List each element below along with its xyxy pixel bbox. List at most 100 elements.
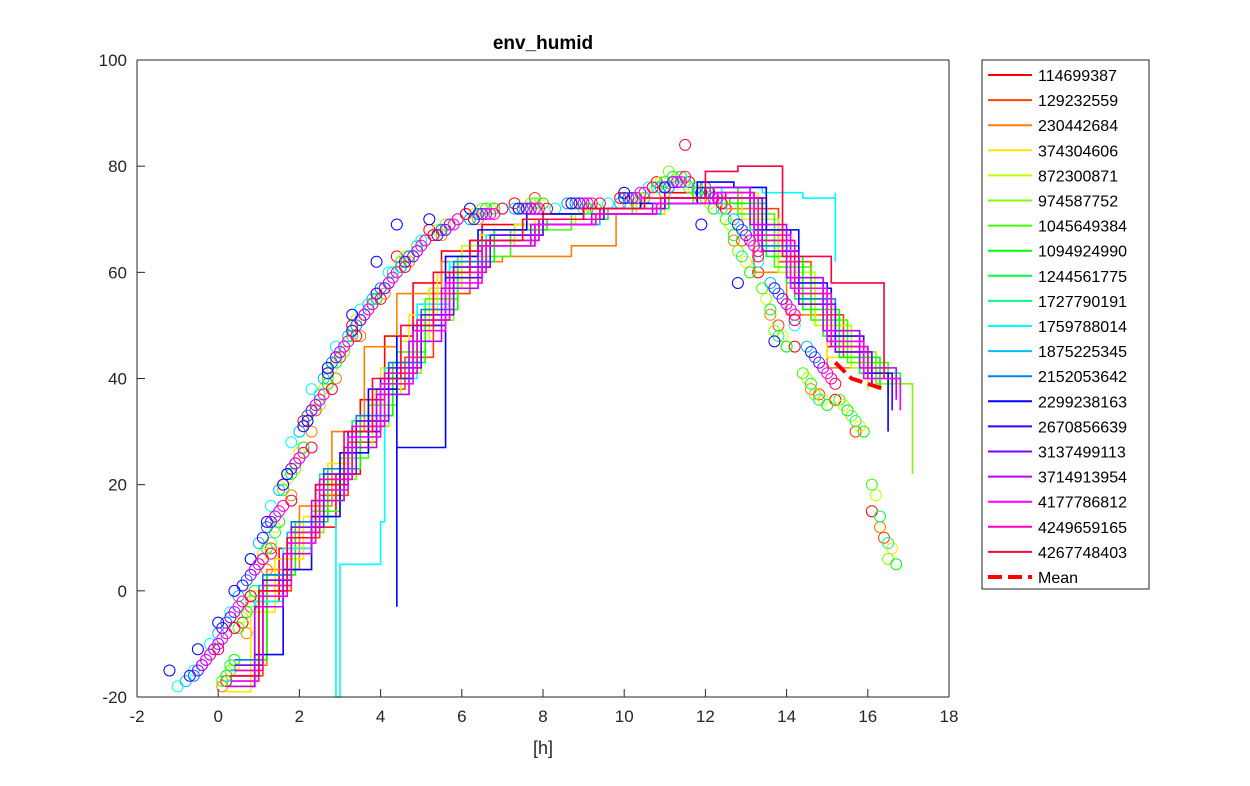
data-point	[804, 345, 817, 358]
data-point	[321, 361, 334, 374]
legend-label: 2299238163	[1038, 394, 1127, 411]
data-point	[390, 218, 403, 231]
data-point	[256, 531, 269, 544]
data-point	[236, 579, 249, 592]
legend: 114699387 129232559 230442684 374304606 8723…	[981, 59, 1150, 590]
x-tick-label: 4	[376, 707, 385, 726]
series-line	[230, 165, 885, 677]
legend-label: 1244561775	[1038, 269, 1127, 286]
data-point	[788, 340, 801, 353]
data-point	[849, 414, 862, 427]
data-point	[679, 176, 692, 189]
data-point	[264, 547, 277, 560]
data-point	[415, 234, 428, 247]
data-point	[297, 441, 310, 454]
data-point	[480, 207, 493, 220]
data-point	[796, 367, 809, 380]
series-line	[234, 197, 869, 672]
data-point	[654, 181, 667, 194]
data-point	[496, 202, 509, 215]
mean-line	[833, 361, 885, 392]
data-point	[618, 192, 631, 205]
data-point	[679, 138, 692, 151]
legend-label: 114699387	[1038, 68, 1117, 85]
data-point	[593, 197, 606, 210]
data-point	[695, 218, 708, 231]
legend-label-mean: Mean	[1038, 570, 1078, 587]
data-point	[735, 250, 748, 263]
data-point	[374, 292, 387, 305]
data-point	[285, 468, 298, 481]
legend-label: 3137499113	[1038, 445, 1126, 462]
y-tick-label: 100	[99, 51, 127, 70]
x-tick-label: 16	[858, 707, 877, 726]
data-point	[752, 245, 765, 258]
legend-label: 230442684	[1038, 118, 1118, 135]
data-point	[541, 202, 554, 215]
data-point	[528, 202, 541, 215]
data-point	[744, 266, 757, 279]
data-point	[325, 383, 338, 396]
data-point	[532, 202, 545, 215]
data-point	[715, 197, 728, 210]
y-tick-label: 40	[108, 370, 127, 389]
data-point	[788, 308, 801, 321]
data-layer	[163, 138, 914, 698]
data-point	[297, 420, 310, 433]
data-point	[813, 393, 826, 406]
data-point	[244, 590, 257, 603]
data-point	[752, 250, 765, 263]
legend-label: 1875225345	[1038, 344, 1127, 361]
data-point	[764, 308, 777, 321]
legend-label: 1045649384	[1038, 219, 1127, 236]
data-point	[768, 282, 781, 295]
x-tick-label: 10	[615, 707, 634, 726]
legend-label: 3714913954	[1038, 470, 1127, 487]
x-tick-label: 6	[457, 707, 466, 726]
data-point	[768, 335, 781, 348]
data-point	[731, 276, 744, 289]
data-point	[841, 404, 854, 417]
legend-label: 1727790191	[1038, 294, 1127, 311]
data-point	[865, 478, 878, 491]
x-tick-label: 14	[777, 707, 796, 726]
y-tick-label: 80	[108, 157, 127, 176]
data-point	[484, 207, 497, 220]
data-point	[569, 197, 582, 210]
data-point	[719, 213, 732, 226]
data-point	[321, 367, 334, 380]
y-tick-label: 20	[108, 476, 127, 495]
legend-label: 374304606	[1038, 143, 1118, 160]
legend-label: 1094924990	[1038, 244, 1127, 261]
data-point	[476, 207, 489, 220]
chart-title: env_humid	[493, 33, 593, 54]
data-point	[829, 377, 842, 390]
data-point	[804, 377, 817, 390]
data-point	[869, 489, 882, 502]
data-point	[780, 340, 793, 353]
x-tick-label: 18	[940, 707, 959, 726]
data-point	[520, 202, 533, 215]
data-point	[232, 621, 245, 634]
legend-label: 4249659165	[1038, 520, 1127, 537]
x-tick-label: 8	[538, 707, 547, 726]
x-tick-label: 2	[295, 707, 304, 726]
data-point	[305, 441, 318, 454]
data-point	[423, 213, 436, 226]
legend-label: 1759788014	[1038, 319, 1127, 336]
data-point	[634, 186, 647, 199]
legend-label: 2670856639	[1038, 419, 1127, 436]
data-point	[398, 261, 411, 274]
data-point	[228, 621, 241, 634]
data-point	[163, 664, 176, 677]
data-point	[350, 330, 363, 343]
series-4267748403	[212, 138, 885, 677]
data-point	[285, 436, 298, 449]
legend-label: 2152053642	[1038, 369, 1127, 386]
data-point	[305, 383, 318, 396]
legend-label: 4267748403	[1038, 545, 1127, 562]
data-point	[573, 197, 586, 210]
